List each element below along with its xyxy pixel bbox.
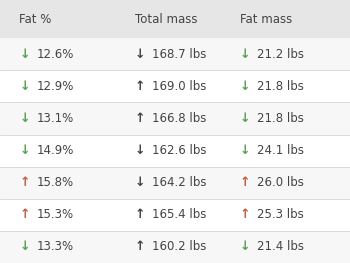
Text: ↓: ↓: [19, 240, 30, 254]
Text: ↓: ↓: [19, 112, 30, 125]
Text: ↑: ↑: [19, 176, 30, 189]
Text: 21.4 lbs: 21.4 lbs: [257, 240, 304, 254]
Bar: [0, 199, 350, 231]
Text: ↓: ↓: [240, 144, 250, 157]
Text: ↑: ↑: [19, 208, 30, 221]
Text: 13.3%: 13.3%: [37, 240, 74, 254]
Text: ↓: ↓: [240, 240, 250, 254]
Text: 14.9%: 14.9%: [37, 144, 74, 157]
Text: ↑: ↑: [240, 208, 250, 221]
Text: ↓: ↓: [19, 48, 30, 61]
Text: ↑: ↑: [135, 208, 145, 221]
Text: 166.8 lbs: 166.8 lbs: [152, 112, 206, 125]
Text: ↓: ↓: [19, 144, 30, 157]
Bar: [0, 102, 350, 134]
Text: ↓: ↓: [240, 80, 250, 93]
Text: ↓: ↓: [240, 112, 250, 125]
Text: ↓: ↓: [135, 176, 145, 189]
Bar: [0, 70, 350, 102]
Text: 168.7 lbs: 168.7 lbs: [152, 48, 206, 61]
Text: 15.8%: 15.8%: [37, 176, 74, 189]
Text: 160.2 lbs: 160.2 lbs: [152, 240, 206, 254]
Text: 26.0 lbs: 26.0 lbs: [257, 176, 304, 189]
Text: 12.9%: 12.9%: [37, 80, 74, 93]
Text: ↑: ↑: [135, 80, 145, 93]
Text: 21.8 lbs: 21.8 lbs: [257, 112, 304, 125]
Bar: [0, 134, 350, 167]
Bar: [0, 231, 350, 263]
Bar: [0, 167, 350, 199]
Text: ↓: ↓: [240, 48, 250, 61]
Text: 21.8 lbs: 21.8 lbs: [257, 80, 304, 93]
Text: ↓: ↓: [135, 48, 145, 61]
Text: 164.2 lbs: 164.2 lbs: [152, 176, 207, 189]
Text: ↓: ↓: [19, 80, 30, 93]
Text: Fat mass: Fat mass: [240, 13, 292, 26]
Bar: [0, 0, 350, 38]
Text: 162.6 lbs: 162.6 lbs: [152, 144, 207, 157]
Text: Fat %: Fat %: [19, 13, 52, 26]
Text: ↑: ↑: [135, 240, 145, 254]
Text: 15.3%: 15.3%: [37, 208, 74, 221]
Text: ↓: ↓: [135, 144, 145, 157]
Text: ↑: ↑: [135, 112, 145, 125]
Text: Total mass: Total mass: [135, 13, 197, 26]
Text: 13.1%: 13.1%: [37, 112, 74, 125]
Text: 169.0 lbs: 169.0 lbs: [152, 80, 206, 93]
Bar: [0, 38, 350, 70]
Text: 21.2 lbs: 21.2 lbs: [257, 48, 304, 61]
Text: ↑: ↑: [240, 176, 250, 189]
Text: 12.6%: 12.6%: [37, 48, 74, 61]
Text: 24.1 lbs: 24.1 lbs: [257, 144, 304, 157]
Text: 165.4 lbs: 165.4 lbs: [152, 208, 206, 221]
Text: 25.3 lbs: 25.3 lbs: [257, 208, 304, 221]
